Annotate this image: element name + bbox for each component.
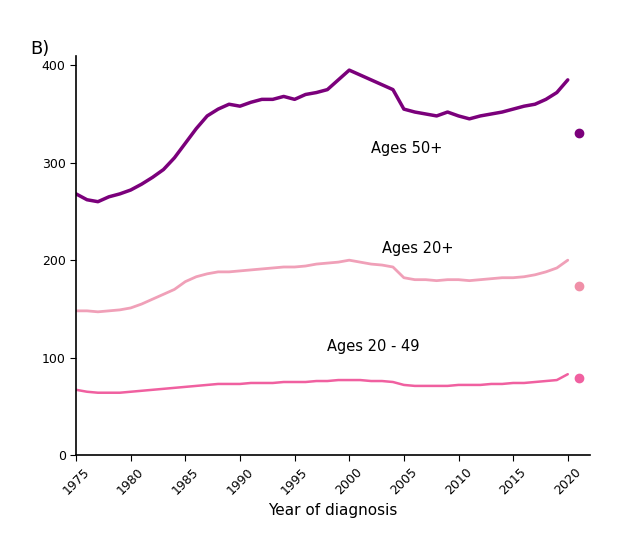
Text: B): B) <box>30 39 49 58</box>
Text: Ages 20 - 49: Ages 20 - 49 <box>327 339 420 354</box>
X-axis label: Year of diagnosis: Year of diagnosis <box>268 503 398 518</box>
Text: Ages 50+: Ages 50+ <box>371 141 443 156</box>
Text: Ages 20+: Ages 20+ <box>382 241 453 256</box>
